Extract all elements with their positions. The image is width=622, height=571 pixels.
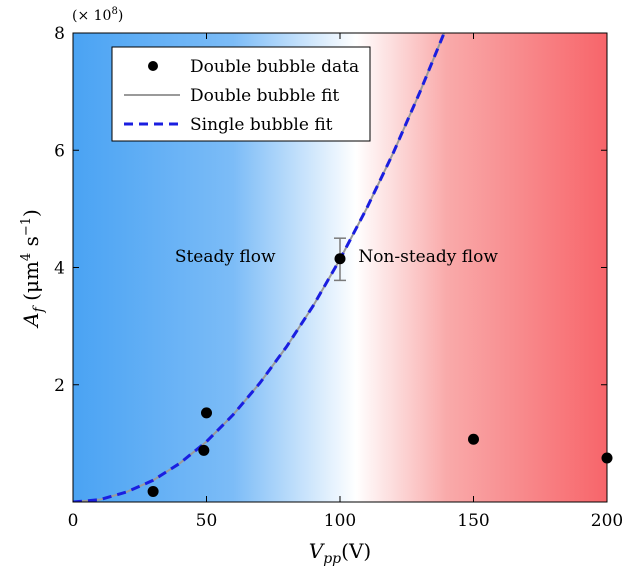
multiplier-label: (× 108): [72, 6, 123, 24]
y-tick-label: 4: [54, 259, 65, 279]
legend: Double bubble data Double bubble fit Sin…: [111, 46, 371, 142]
x-tick-label: 100: [324, 511, 356, 531]
series-lines: [73, 33, 446, 502]
y-axis-title-unit-close: ): [19, 209, 43, 217]
svg-text:Af (μm4 s−1): Af (μm4 s−1): [19, 209, 47, 329]
legend-entry-single-fit: Single bubble fit: [124, 115, 333, 135]
x-axis-ticks: 0 50 100 150 200: [68, 33, 622, 531]
legend-marker-dot: [148, 61, 158, 71]
x-axis-title-sub: pp: [323, 551, 341, 567]
y-tick-label: 8: [54, 24, 65, 44]
legend-label-double-fit: Double bubble fit: [190, 86, 339, 106]
svg-text:Vpp(V): Vpp(V): [309, 539, 371, 567]
region-label-1: Non-steady flow: [358, 247, 498, 267]
x-tick-label: 50: [196, 511, 218, 531]
legend-label-single-fit: Single bubble fit: [190, 115, 333, 135]
data-point-3: [334, 253, 346, 265]
y-axis-ticks: 2 4 6 8: [54, 24, 607, 396]
x-axis-title-unit: (V): [341, 539, 371, 563]
single-bubble-fit-line: [73, 33, 446, 502]
region-label-0: Steady flow: [175, 247, 276, 267]
svg-text:(× 108): (× 108): [72, 6, 123, 24]
y-tick-label: 6: [54, 141, 65, 161]
x-axis-title: Vpp(V): [309, 539, 371, 567]
y-axis-title: Af (μm4 s−1): [19, 209, 47, 329]
y-axis-title-exp2: −1: [19, 217, 34, 236]
x-tick-label: 200: [591, 511, 622, 531]
data-point-0: [147, 485, 159, 497]
region-labels: Steady flow Non-steady flow: [175, 247, 499, 267]
legend-label-data: Double bubble data: [190, 57, 359, 77]
y-axis-title-exp1: 4: [19, 253, 34, 261]
legend-entry-double-fit: Double bubble fit: [124, 86, 339, 106]
x-tick-label: 0: [68, 511, 79, 531]
data-point-4: [468, 433, 479, 445]
series-points: [147, 253, 613, 497]
multiplier-text: (× 10: [72, 8, 111, 24]
multiplier-close: ): [118, 8, 123, 24]
y-axis-title-sub: f: [31, 304, 47, 313]
legend-entry-data: Double bubble data: [148, 57, 359, 77]
multiplier-exponent: 8: [111, 6, 117, 17]
y-axis-title-unit-open: (μm: [19, 261, 43, 307]
x-axis-title-main: V: [309, 539, 326, 563]
data-point-1: [198, 444, 210, 456]
y-axis-title-unit-mid: s: [19, 236, 43, 253]
y-tick-label: 2: [54, 376, 65, 396]
y-axis-title-main: A: [19, 312, 43, 328]
x-tick-label: 150: [457, 511, 489, 531]
data-point-2: [201, 407, 212, 419]
